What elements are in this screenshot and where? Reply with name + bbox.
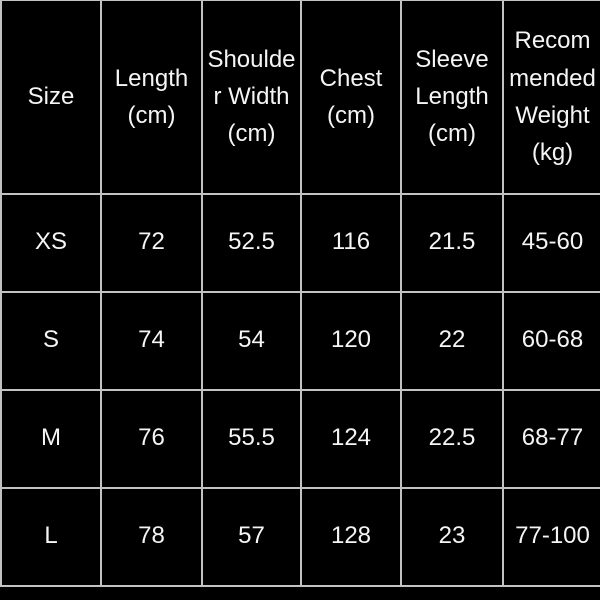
cell-shoulder-width: 55.5	[201, 388, 302, 489]
header-cell-sleeve-length: Sleeve Length (cm)	[400, 0, 504, 195]
cell-sleeve-length: 21.5	[400, 192, 504, 293]
cell-size: M	[0, 388, 102, 489]
header-cell-shoulder-width: Shoulde r Width (cm)	[201, 0, 302, 195]
cell-recommended-weight: 77-100	[502, 486, 600, 587]
cell-sleeve-length: 22.5	[400, 388, 504, 489]
cell-length: 78	[100, 486, 203, 587]
header-cell-recommended-weight: Recom mended Weight (kg)	[502, 0, 600, 195]
cell-chest: 124	[300, 388, 402, 489]
size-chart-table: Size Length (cm) Shoulde r Width (cm) Ch…	[0, 0, 600, 587]
cell-size: L	[0, 486, 102, 587]
cell-shoulder-width: 57	[201, 486, 302, 587]
cell-recommended-weight: 45-60	[502, 192, 600, 293]
cell-shoulder-width: 54	[201, 290, 302, 391]
header-row: Size Length (cm) Shoulde r Width (cm) Ch…	[0, 0, 600, 195]
table-row-xs: XS 72 52.5 116 21.5 45-60	[0, 192, 600, 293]
cell-size: XS	[0, 192, 102, 293]
cell-chest: 120	[300, 290, 402, 391]
cell-sleeve-length: 22	[400, 290, 504, 391]
cell-chest: 128	[300, 486, 402, 587]
cell-recommended-weight: 68-77	[502, 388, 600, 489]
header-cell-chest: Chest (cm)	[300, 0, 402, 195]
table-row-m: M 76 55.5 124 22.5 68-77	[0, 388, 600, 489]
cell-sleeve-length: 23	[400, 486, 504, 587]
header-cell-size: Size	[0, 0, 102, 195]
table-row-l: L 78 57 128 23 77-100	[0, 486, 600, 587]
cell-length: 76	[100, 388, 203, 489]
cell-length: 74	[100, 290, 203, 391]
cell-length: 72	[100, 192, 203, 293]
cell-recommended-weight: 60-68	[502, 290, 600, 391]
header-cell-length: Length (cm)	[100, 0, 203, 195]
cell-size: S	[0, 290, 102, 391]
cell-shoulder-width: 52.5	[201, 192, 302, 293]
cell-chest: 116	[300, 192, 402, 293]
table-row-s: S 74 54 120 22 60-68	[0, 290, 600, 391]
